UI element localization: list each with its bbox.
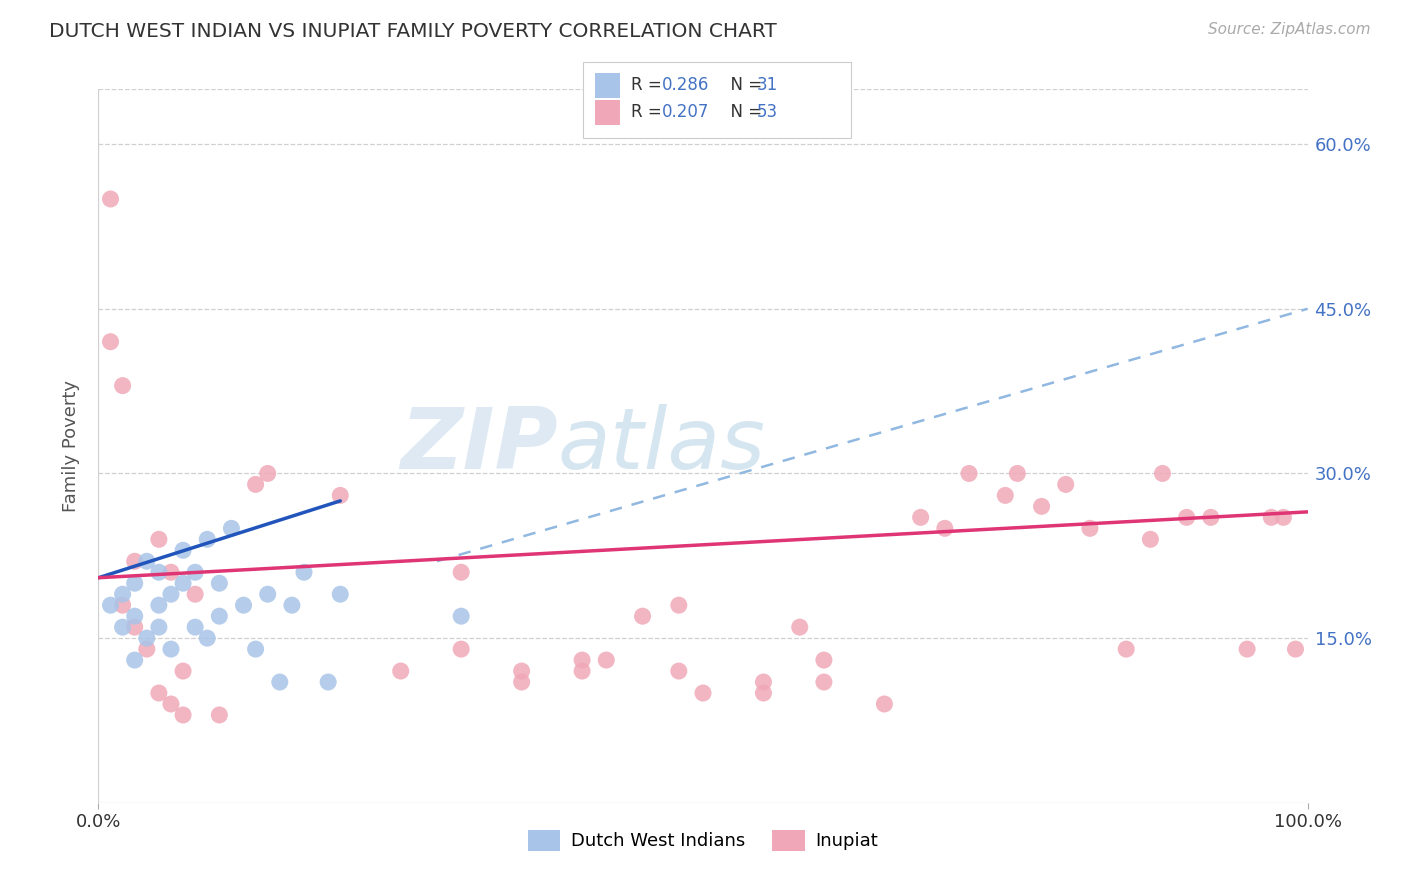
Point <box>957 467 980 481</box>
Point <box>994 488 1017 502</box>
Point <box>281 598 304 612</box>
Point <box>510 675 533 690</box>
Point <box>1139 533 1161 547</box>
Point <box>752 675 775 690</box>
Point <box>124 609 146 624</box>
Point <box>135 631 157 645</box>
Point <box>789 620 811 634</box>
Point <box>208 576 231 591</box>
Point <box>256 467 278 481</box>
Point <box>692 686 714 700</box>
Text: 0.207: 0.207 <box>662 103 710 120</box>
Point <box>172 664 194 678</box>
Y-axis label: Family Poverty: Family Poverty <box>62 380 80 512</box>
Point <box>1284 642 1306 657</box>
Text: R =: R = <box>631 76 668 94</box>
Point <box>1054 477 1077 491</box>
Point <box>813 653 835 667</box>
Point <box>910 510 932 524</box>
Point <box>148 686 170 700</box>
Point <box>148 533 170 547</box>
Point <box>160 697 183 711</box>
Point <box>1236 642 1258 657</box>
Point <box>245 477 267 491</box>
Point <box>124 576 146 591</box>
Point <box>269 675 291 690</box>
Point <box>148 566 170 580</box>
Point <box>148 620 170 634</box>
Point <box>1031 500 1053 514</box>
Point <box>124 554 146 568</box>
Point <box>100 334 122 349</box>
Point <box>195 533 218 547</box>
Point <box>172 576 194 591</box>
Point <box>1272 510 1295 524</box>
Point <box>1078 521 1101 535</box>
Point <box>160 642 183 657</box>
Point <box>1115 642 1137 657</box>
Text: N =: N = <box>720 76 768 94</box>
Point <box>100 598 122 612</box>
Point <box>111 598 134 612</box>
Point <box>316 675 339 690</box>
Text: atlas: atlas <box>558 404 766 488</box>
Point <box>873 697 896 711</box>
Point <box>111 620 134 634</box>
Point <box>172 543 194 558</box>
Point <box>389 664 412 678</box>
Point <box>148 598 170 612</box>
Legend: Dutch West Indians, Inupiat: Dutch West Indians, Inupiat <box>520 822 886 858</box>
Point <box>571 653 593 667</box>
Point <box>124 620 146 634</box>
Point <box>232 598 254 612</box>
Point <box>135 554 157 568</box>
Point <box>1175 510 1198 524</box>
Point <box>668 598 690 612</box>
Point <box>813 675 835 690</box>
Text: 0.286: 0.286 <box>662 76 710 94</box>
Point <box>329 587 352 601</box>
Point <box>450 642 472 657</box>
Point <box>1007 467 1029 481</box>
Point <box>450 609 472 624</box>
Point <box>208 708 231 723</box>
Point <box>221 521 243 535</box>
Point <box>245 642 267 657</box>
Text: 53: 53 <box>756 103 778 120</box>
Point <box>172 708 194 723</box>
Point <box>631 609 654 624</box>
Point <box>752 686 775 700</box>
Point <box>595 653 617 667</box>
Point <box>111 378 134 392</box>
Point <box>292 566 315 580</box>
Text: DUTCH WEST INDIAN VS INUPIAT FAMILY POVERTY CORRELATION CHART: DUTCH WEST INDIAN VS INUPIAT FAMILY POVE… <box>49 22 778 41</box>
Point <box>208 609 231 624</box>
Point <box>184 566 207 580</box>
Text: 31: 31 <box>756 76 778 94</box>
Point <box>329 488 352 502</box>
Point <box>100 192 122 206</box>
Point <box>256 587 278 601</box>
Point <box>160 587 183 601</box>
Text: N =: N = <box>720 103 768 120</box>
Point <box>668 664 690 678</box>
Text: ZIP: ZIP <box>401 404 558 488</box>
Point <box>160 566 183 580</box>
Point <box>195 631 218 645</box>
Point <box>1260 510 1282 524</box>
Point <box>934 521 956 535</box>
Text: R =: R = <box>631 103 668 120</box>
Point <box>450 566 472 580</box>
Point <box>510 664 533 678</box>
Point <box>184 587 207 601</box>
Point <box>111 587 134 601</box>
Point <box>1199 510 1222 524</box>
Point <box>1152 467 1174 481</box>
Point <box>124 653 146 667</box>
Point <box>571 664 593 678</box>
Point <box>135 642 157 657</box>
Text: Source: ZipAtlas.com: Source: ZipAtlas.com <box>1208 22 1371 37</box>
Point <box>184 620 207 634</box>
